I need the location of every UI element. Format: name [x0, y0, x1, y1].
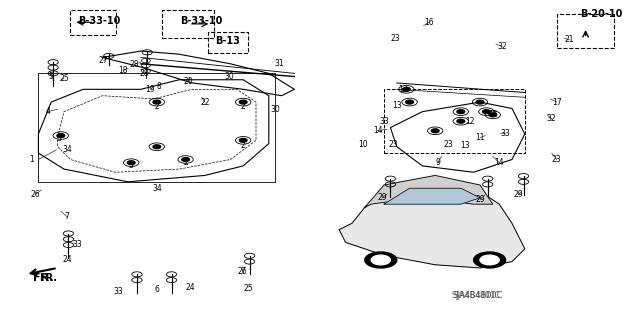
Text: 25: 25	[59, 74, 69, 83]
Text: 18: 18	[118, 66, 127, 75]
Text: FR.: FR.	[39, 273, 57, 283]
Polygon shape	[365, 175, 493, 207]
Text: 13: 13	[460, 141, 470, 150]
Text: B-33-10: B-33-10	[180, 16, 223, 26]
Bar	[38, 73, 275, 182]
Text: 14: 14	[494, 158, 504, 167]
Text: 19: 19	[145, 85, 156, 94]
Circle shape	[182, 158, 189, 161]
Text: 29: 29	[513, 190, 524, 199]
Text: 8: 8	[156, 82, 161, 91]
Text: 5: 5	[49, 72, 54, 81]
Text: 12: 12	[399, 85, 408, 94]
Circle shape	[57, 134, 65, 137]
Text: 3: 3	[56, 134, 61, 143]
Text: 29: 29	[475, 195, 485, 204]
Text: 2: 2	[241, 141, 246, 150]
Text: 25: 25	[243, 284, 253, 293]
Text: 10: 10	[358, 140, 368, 149]
Circle shape	[474, 252, 506, 268]
Text: 12: 12	[466, 117, 475, 126]
Circle shape	[457, 119, 465, 123]
Text: 1: 1	[29, 155, 35, 164]
Text: 2: 2	[154, 102, 159, 111]
Text: 2: 2	[183, 158, 188, 167]
Text: 31: 31	[274, 59, 284, 68]
Circle shape	[403, 87, 410, 91]
Text: 34: 34	[152, 184, 162, 193]
Text: 32: 32	[497, 42, 507, 51]
Text: 34: 34	[62, 145, 72, 154]
Circle shape	[127, 161, 135, 165]
Text: 29: 29	[377, 193, 387, 202]
Text: 30: 30	[270, 105, 280, 114]
Text: 33: 33	[379, 117, 389, 126]
Text: 28: 28	[140, 69, 148, 78]
Text: B-13: B-13	[215, 36, 239, 47]
Circle shape	[153, 145, 161, 149]
Bar	[384, 89, 525, 153]
Text: 13: 13	[392, 101, 402, 110]
Text: FR.: FR.	[33, 272, 54, 283]
Circle shape	[371, 255, 390, 265]
Text: 30: 30	[224, 72, 234, 81]
Text: 33: 33	[500, 130, 511, 138]
Text: 7: 7	[65, 212, 70, 221]
Circle shape	[476, 100, 484, 104]
Text: SJA4B4800C: SJA4B4800C	[451, 291, 502, 300]
Text: 28: 28	[130, 60, 139, 69]
Circle shape	[239, 100, 247, 104]
Text: 3: 3	[129, 161, 134, 170]
Text: 24: 24	[62, 256, 72, 264]
Text: 26: 26	[237, 267, 247, 276]
Text: 4: 4	[45, 107, 51, 116]
Text: 9: 9	[436, 158, 441, 167]
Text: 23: 23	[552, 155, 562, 164]
Circle shape	[239, 138, 247, 142]
Text: 17: 17	[552, 98, 562, 107]
Text: 15: 15	[488, 110, 498, 119]
Text: 16: 16	[424, 18, 434, 27]
Text: 32: 32	[547, 114, 557, 123]
Polygon shape	[339, 185, 525, 268]
Text: 14: 14	[372, 126, 383, 135]
Text: 33: 33	[72, 240, 82, 249]
Text: 23: 23	[390, 34, 400, 43]
Circle shape	[489, 113, 497, 117]
Text: SJA4B4800C: SJA4B4800C	[453, 291, 500, 300]
Text: B-20-10: B-20-10	[580, 9, 623, 19]
Text: 6: 6	[154, 285, 159, 294]
Text: 23: 23	[443, 140, 453, 149]
Text: 23: 23	[388, 140, 399, 149]
Text: 24: 24	[185, 283, 195, 292]
Circle shape	[480, 255, 499, 265]
Text: 33: 33	[113, 287, 124, 296]
Text: B-33-10: B-33-10	[78, 16, 120, 26]
Text: 7: 7	[241, 267, 246, 276]
Circle shape	[365, 252, 397, 268]
Polygon shape	[384, 188, 480, 204]
Text: 22: 22	[200, 98, 209, 107]
Text: 27: 27	[99, 56, 109, 65]
Circle shape	[483, 110, 490, 114]
Circle shape	[406, 100, 413, 104]
Text: 20: 20	[184, 77, 194, 86]
Text: 2: 2	[241, 102, 246, 111]
Text: 26: 26	[30, 190, 40, 199]
Circle shape	[153, 100, 161, 104]
Text: 11: 11	[476, 133, 484, 142]
Circle shape	[431, 129, 439, 133]
Text: 21: 21	[565, 35, 574, 44]
Circle shape	[457, 110, 465, 114]
